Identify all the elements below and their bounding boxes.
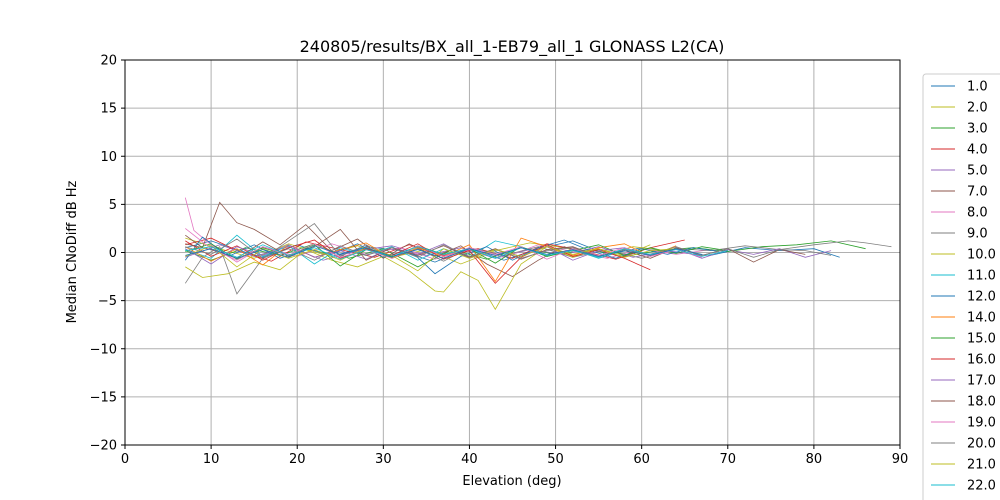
legend-label: 9.0 bbox=[967, 227, 988, 242]
x-tick-label: 30 bbox=[375, 452, 392, 467]
x-tick-label: 60 bbox=[633, 452, 650, 467]
legend-label: 3.0 bbox=[967, 122, 988, 137]
series-lines bbox=[184, 197, 892, 311]
y-tick-label: 0 bbox=[109, 246, 117, 261]
y-tick-label: −20 bbox=[90, 439, 117, 454]
legend-label: 15.0 bbox=[967, 332, 996, 347]
legend: 1.0 2.0 3.0 4.0 5.0 7.0 8.0 9.0 10.0 11.0 12.0 14.0… bbox=[922, 73, 1000, 500]
legend-label: 19.0 bbox=[967, 416, 996, 431]
series-line-20-0 bbox=[185, 238, 832, 261]
legend-label: 20.0 bbox=[967, 437, 996, 452]
legend-label: 2.0 bbox=[967, 101, 988, 116]
x-tick-label: 80 bbox=[806, 452, 823, 467]
legend-label: 16.0 bbox=[967, 353, 996, 368]
y-tick-label: 10 bbox=[100, 150, 117, 165]
x-tick-label: 0 bbox=[121, 452, 129, 467]
plot-area bbox=[184, 197, 892, 311]
legend-label: 17.0 bbox=[967, 374, 996, 389]
legend-label: 10.0 bbox=[967, 248, 996, 263]
x-tick-label: 40 bbox=[461, 452, 478, 467]
legend-label: 21.0 bbox=[967, 458, 996, 473]
x-tick-label: 20 bbox=[289, 452, 306, 467]
chart-title: 240805/results/BX_all_1-EB79_all_1 GLONA… bbox=[300, 37, 725, 57]
series-line-14-0 bbox=[185, 237, 677, 283]
x-axis-label: Elevation (deg) bbox=[462, 474, 561, 489]
y-tick-label: 20 bbox=[100, 54, 117, 69]
legend-label: 14.0 bbox=[967, 311, 996, 326]
legend-box bbox=[922, 73, 1000, 500]
series-line-8-0 bbox=[184, 197, 711, 263]
series-line-21-0 bbox=[185, 245, 677, 272]
x-tick-label: 90 bbox=[892, 452, 909, 467]
x-tick-label: 50 bbox=[547, 452, 564, 467]
y-tick-label: 15 bbox=[100, 102, 117, 117]
x-axis-ticks: 0 10 20 30 40 50 60 70 80 90 bbox=[121, 445, 908, 467]
series-line-12-0 bbox=[184, 236, 720, 275]
series-line-4-0 bbox=[185, 237, 685, 262]
legend-label: 8.0 bbox=[967, 206, 988, 221]
series-line-23-0 bbox=[185, 245, 702, 259]
legend-label: 1.0 bbox=[967, 80, 988, 95]
x-tick-label: 70 bbox=[720, 452, 737, 467]
legend-label: 22.0 bbox=[967, 479, 996, 494]
series-line-16-0 bbox=[185, 239, 651, 284]
legend-label: 18.0 bbox=[967, 395, 996, 410]
y-tick-label: −10 bbox=[90, 342, 117, 357]
legend-label: 12.0 bbox=[967, 290, 996, 305]
y-tick-label: 5 bbox=[109, 198, 117, 213]
legend-label: 11.0 bbox=[967, 269, 996, 284]
series-line-19-0 bbox=[185, 228, 703, 261]
series-line-22-0 bbox=[185, 244, 728, 260]
y-tick-label: −15 bbox=[90, 390, 117, 405]
legend-label: 5.0 bbox=[967, 164, 988, 179]
y-axis-ticks: 20 15 10 5 0 −15 −10 −5 −20 bbox=[90, 54, 125, 454]
legend-label: 7.0 bbox=[967, 185, 988, 200]
y-axis-label: Median CNoDiff dB Hz bbox=[65, 180, 80, 323]
x-tick-label: 10 bbox=[203, 452, 220, 467]
legend-label: 4.0 bbox=[967, 143, 988, 158]
y-tick-label: −5 bbox=[98, 294, 117, 309]
